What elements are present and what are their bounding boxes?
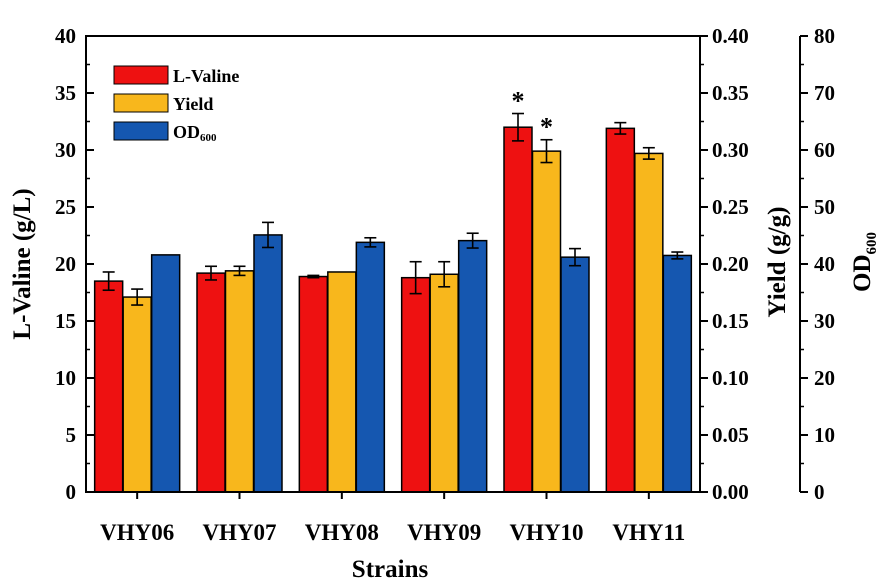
error-bar-l-valine-vhy08 [307,274,320,279]
left-axis-tick-label-5: 25 [55,195,76,219]
legend-swatch-yield [113,93,169,113]
bar-yield-vhy10 [531,150,562,493]
x-tick-label-vhy07: VHY07 [202,520,276,545]
left-axis-tick-label-2: 10 [55,366,76,390]
left-axis-title: L-Valine (g/L) [9,188,36,339]
right-axis-tick-label-4: 40 [814,252,835,276]
bar-yield-vhy09 [429,273,459,493]
error-bar-yield-vhy09 [438,260,451,288]
legend-label-od600-sub: 600 [200,132,217,144]
middle-axis-tick-label-7: 0.35 [712,81,749,105]
x-tick-label-vhy10: VHY10 [509,520,583,545]
middle-axis-tick-label-8: 0.40 [712,24,749,48]
significance-marker-1: * [540,113,553,142]
error-bar-l-valine-vhy06 [102,271,115,292]
right-axis-title: OD600 [849,232,880,292]
right-axis-tick-label-2: 20 [814,366,835,390]
bar-l-valine-vhy06 [93,280,124,493]
bar-l-valine-vhy07 [196,272,226,493]
bar-l-valine-vhy08 [298,275,329,493]
right-axis-tick-label-1: 10 [814,423,835,447]
middle-axis-tick-label-1: 0.05 [712,423,749,447]
right-axis-tick-label-0: 0 [814,480,825,504]
bar-od-vhy07 [253,234,283,493]
x-axis-title: Strains [352,556,429,583]
error-bar-l-valine-vhy07 [205,265,217,281]
x-tick-label-vhy11: VHY11 [612,520,685,545]
x-tick-label-vhy08: VHY08 [305,520,379,545]
middle-axis-tick-label-5: 0.25 [712,195,749,219]
middle-axis-tick-label-6: 0.30 [712,138,749,162]
bar-od-vhy08 [355,241,386,493]
left-axis-tick-label-8: 40 [55,24,76,48]
legend-label-od600: OD600 [173,122,217,144]
error-bar-od-vhy07 [262,221,274,249]
error-bar-l-valine-vhy09 [409,260,422,295]
bar-yield-vhy07 [224,270,255,493]
error-bar-l-valine-vhy11 [614,121,627,135]
legend-label-od600-main: OD [173,122,200,142]
middle-axis-tick-label-2: 0.10 [712,366,749,390]
left-axis-tick-label-6: 30 [55,138,76,162]
left-axis-tick-label-4: 20 [55,252,76,276]
left-axis-tick-label-7: 35 [55,81,76,105]
legend: L-Valine Yield OD600 [113,65,239,144]
right-axis-title-sub: 600 [864,232,880,255]
left-axis-tick-label-1: 5 [66,423,77,447]
bar-l-valine-vhy10 [503,126,533,493]
x-tick-label-vhy09: VHY09 [407,520,481,545]
right-axis-tick-label-8: 80 [814,24,835,48]
bar-od-vhy11 [662,254,693,493]
bar-od-vhy09 [457,239,488,493]
error-bar-yield-vhy07 [233,265,246,277]
left-axis-tick-label-0: 0 [66,480,77,504]
right-axis-tick-label-6: 60 [814,138,835,162]
right-axis-tick-label-3: 30 [814,309,835,333]
significance-marker-0: * [512,87,525,116]
bar-l-valine-vhy11 [605,127,636,493]
legend-swatch-l-valine [113,65,169,85]
bar-od-vhy10 [560,256,590,493]
middle-axis-tick-label-3: 0.15 [712,309,749,333]
error-bar-od-vhy09 [466,232,479,249]
error-bar-od-vhy08 [364,236,377,248]
middle-axis-tick-label-4: 0.20 [712,252,749,276]
middle-axis-tick-label-0: 0.00 [712,480,749,504]
bar-yield-vhy08 [327,271,357,493]
left-axis-tick-label-3: 15 [55,309,76,333]
right-axis-tick-label-7: 70 [814,81,835,105]
bars-layer [93,126,693,493]
bar-yield-vhy11 [634,152,664,493]
middle-axis-title: Yield (g/g) [764,207,791,318]
bar-yield-vhy06 [122,296,152,493]
bar-l-valine-vhy09 [400,276,431,493]
axes-layer: VHY06 VHY07 VHY08 VHY09 VHY10 VHY11 0 5 10 15 20 25… [55,24,835,545]
error-bar-l-valine-vhy10 [512,112,524,142]
error-bars-layer [102,112,684,306]
error-bar-yield-vhy10 [540,138,553,164]
legend-swatch-od600 [113,121,169,141]
legend-label-yield: Yield [173,94,213,114]
right-axis-tick-label-5: 50 [814,195,835,219]
error-bar-yield-vhy11 [642,146,655,160]
error-bar-od-vhy11 [671,251,684,260]
error-bar-od-vhy10 [569,247,581,267]
legend-label-l-valine: L-Valine [173,66,239,86]
right-axis-title-main: OD [849,255,876,293]
bar-od-vhy06 [150,254,181,493]
error-bar-yield-vhy06 [131,288,144,306]
x-tick-label-vhy06: VHY06 [100,520,174,545]
